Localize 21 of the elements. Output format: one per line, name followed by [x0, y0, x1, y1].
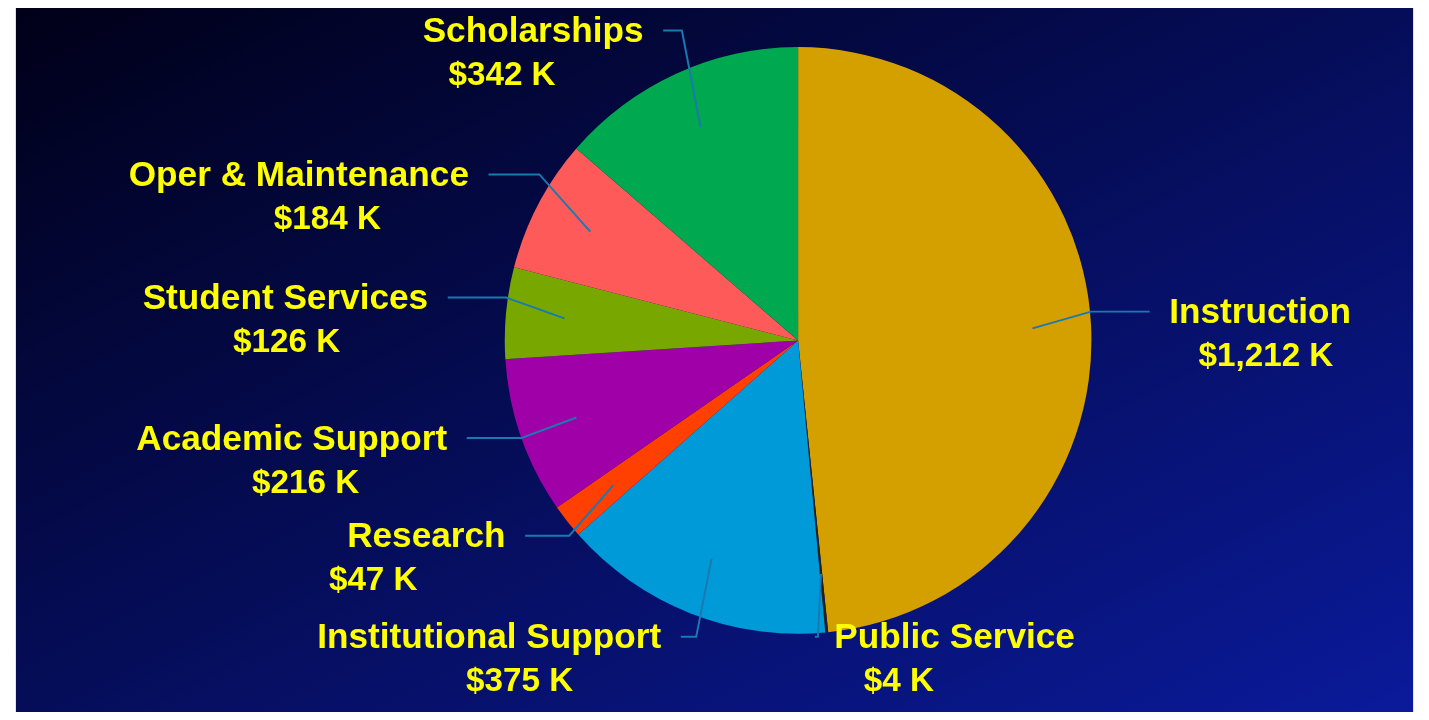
slice-label: Student Services — [142, 277, 429, 317]
pie-slice — [504, 267, 799, 360]
data-label: $375 K — [466, 661, 574, 699]
data-label: $126 K — [233, 322, 341, 360]
pie-slice — [556, 340, 799, 535]
slice-label: Institutional Support — [317, 616, 662, 656]
pie-slice — [514, 148, 799, 341]
data-label: $1,212 K — [1198, 336, 1334, 374]
slice-label: Instruction — [1169, 291, 1351, 331]
slice-label: Research — [347, 515, 506, 555]
pie-slice — [576, 47, 799, 341]
data-label: $216 K — [251, 462, 360, 500]
slice-label: Public Service — [834, 616, 1075, 656]
data-label: $47 K — [328, 560, 418, 598]
slice-label: Oper & Maintenance — [128, 154, 469, 194]
data-label: $184 K — [273, 199, 381, 237]
data-label: $4 K — [863, 661, 934, 699]
pie-slice — [505, 340, 799, 508]
slice-label: Academic Support — [136, 417, 448, 457]
slice-label: Scholarships — [422, 10, 644, 50]
data-label: $342 K — [448, 55, 556, 93]
